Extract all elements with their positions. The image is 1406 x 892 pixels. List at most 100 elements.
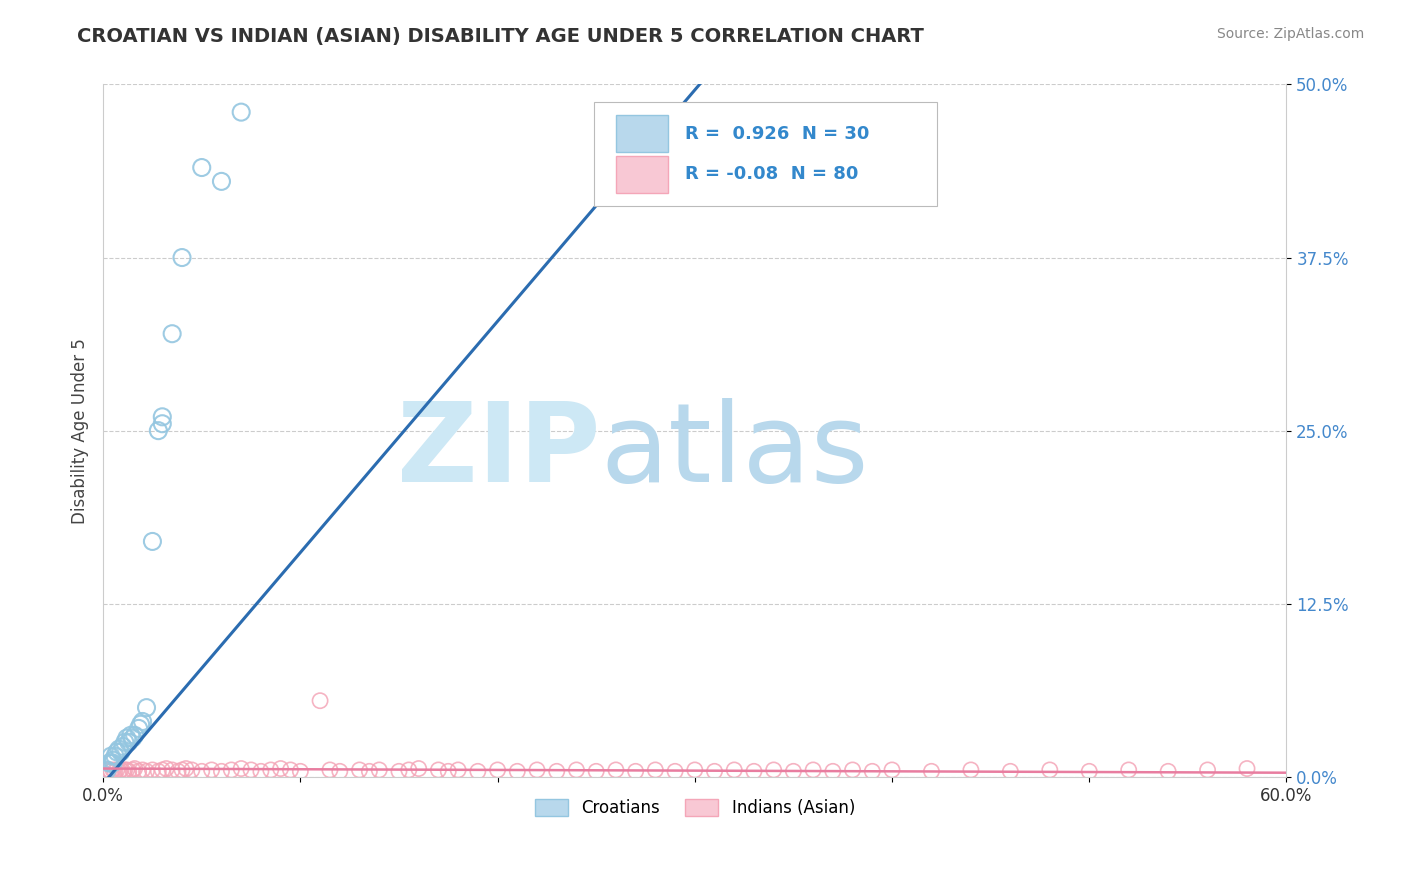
Point [1039,763,1062,777]
Point [486,763,509,777]
Point [467,764,489,779]
Point [723,763,745,777]
Point [108,764,131,779]
Point [114,763,136,777]
Point [180,763,202,777]
Point [98,756,121,770]
Point [160,326,183,341]
Point [190,764,212,779]
Point [118,764,141,779]
Point [260,763,283,777]
Point [148,764,170,779]
Point [703,764,725,779]
Point [100,756,122,770]
Point [329,764,352,779]
Point [801,763,824,777]
Point [120,728,142,742]
Point [110,763,132,777]
Legend: Croatians, Indians (Asian): Croatians, Indians (Asian) [527,792,862,824]
Point [101,753,124,767]
Point [782,764,804,779]
Point [506,764,529,779]
Point [108,742,131,756]
Point [104,749,127,764]
Point [427,763,450,777]
Point [121,731,143,745]
Point [221,763,243,777]
Point [110,745,132,759]
Point [683,763,706,777]
Point [148,424,170,438]
Point [437,764,460,779]
Point [128,722,150,736]
Text: CROATIAN VS INDIAN (ASIAN) DISABILITY AGE UNDER 5 CORRELATION CHART: CROATIAN VS INDIAN (ASIAN) DISABILITY AG… [77,27,924,45]
Point [349,763,371,777]
Point [880,763,903,777]
Point [1000,764,1022,779]
Point [111,739,134,754]
Point [447,763,470,777]
Point [135,764,157,779]
Point [664,764,686,779]
Point [644,763,666,777]
Point [170,763,193,777]
FancyBboxPatch shape [616,156,668,194]
Point [150,417,173,431]
Point [742,764,765,779]
Point [115,731,138,745]
Point [98,763,121,777]
Point [280,763,302,777]
Point [565,763,588,777]
Point [319,763,342,777]
Point [131,714,153,729]
Point [290,764,312,779]
Point [1078,764,1101,779]
Point [100,749,122,764]
Point [96,763,118,777]
Point [211,764,233,779]
FancyBboxPatch shape [595,102,938,206]
Point [359,764,381,779]
Point [135,700,157,714]
Point [128,764,150,779]
Point [270,762,292,776]
Point [167,764,190,779]
Point [250,764,273,779]
Point [841,763,863,777]
Point [100,764,122,779]
Point [860,764,883,779]
Point [231,762,253,776]
Point [398,763,420,777]
Point [211,174,233,188]
Text: R = -0.08  N = 80: R = -0.08 N = 80 [685,165,859,184]
Point [190,161,212,175]
Point [408,762,430,776]
Point [121,763,143,777]
Point [309,694,332,708]
Point [131,763,153,777]
Point [240,763,263,777]
Point [526,763,548,777]
Point [920,764,942,779]
Point [96,763,118,777]
Point [368,763,391,777]
Text: atlas: atlas [600,398,869,505]
Point [114,735,136,749]
Point [118,735,141,749]
Point [124,762,146,776]
Point [104,764,127,779]
Point [155,762,177,776]
Point [111,764,134,779]
Point [101,763,124,777]
Point [141,763,163,777]
Point [231,105,253,120]
Text: ZIP: ZIP [396,398,600,505]
Point [388,764,411,779]
Point [1197,763,1219,777]
Point [762,763,785,777]
Point [624,764,647,779]
Point [101,756,124,770]
Point [105,745,128,759]
Text: Source: ZipAtlas.com: Source: ZipAtlas.com [1216,27,1364,41]
Point [160,763,183,777]
